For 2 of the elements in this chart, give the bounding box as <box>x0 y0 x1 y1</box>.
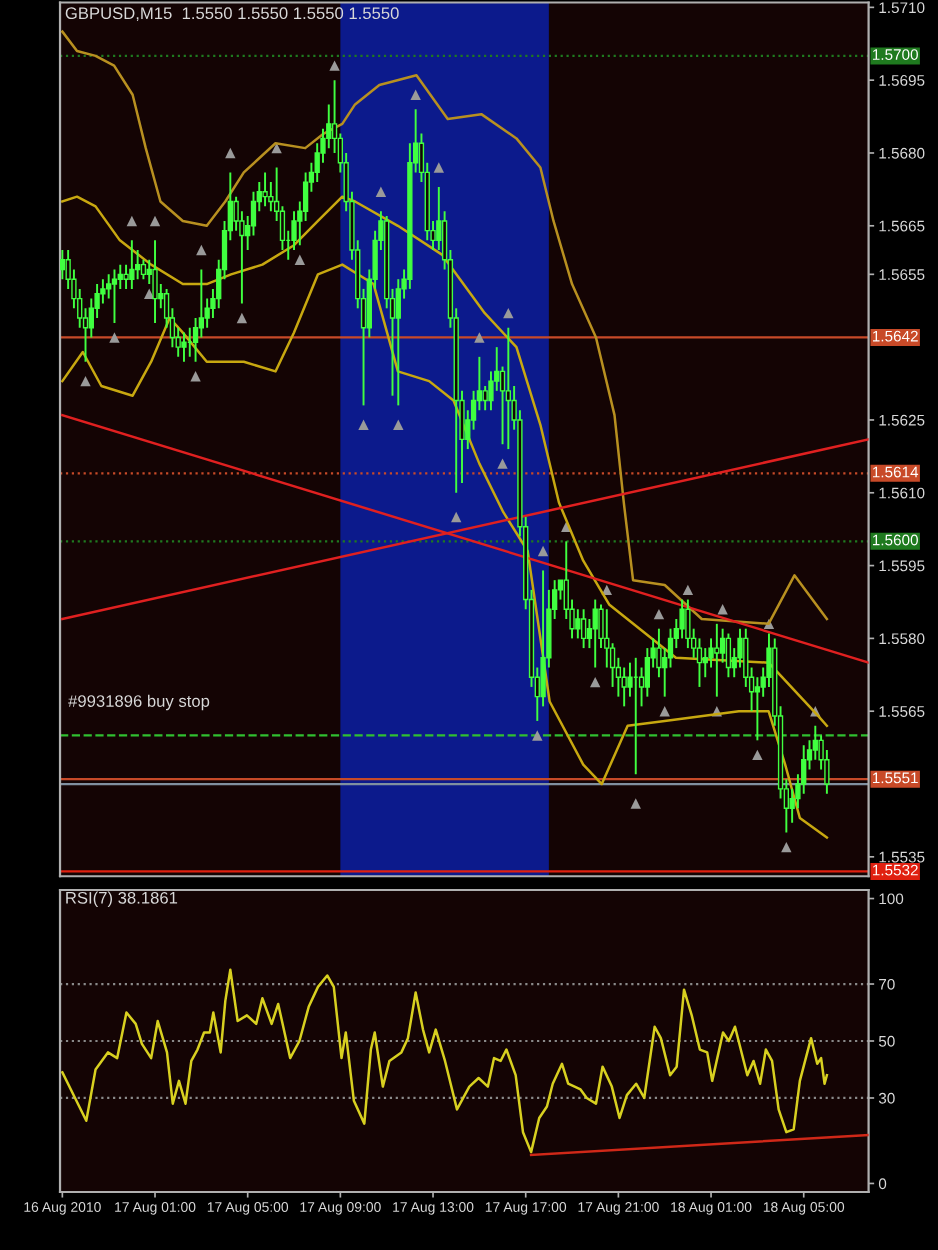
chart-title: RSI(7) 38.1861 <box>66 891 178 908</box>
annotation: #9931896 buy stop <box>68 694 210 711</box>
